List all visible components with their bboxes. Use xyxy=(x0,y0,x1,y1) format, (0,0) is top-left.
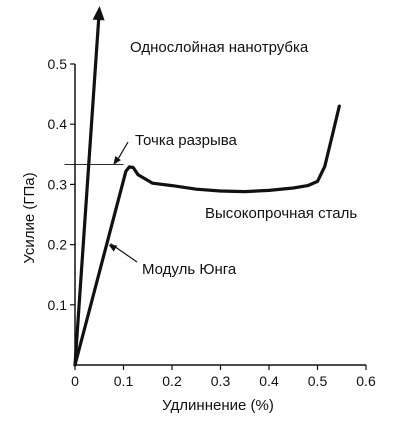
x-tick-label: 0.1 xyxy=(114,373,134,389)
x-tick-label: 0.5 xyxy=(308,373,328,389)
y-tick-label: 0.4 xyxy=(48,116,68,132)
x-axis-title: Удлиннение (%) xyxy=(162,397,274,414)
series-nanotube-arrowhead xyxy=(92,6,105,21)
annotation-pointer-arrowhead xyxy=(108,244,118,252)
x-tick-label: 0.2 xyxy=(162,373,182,389)
annotation-label: Однослойная нанотрубка xyxy=(130,39,309,56)
y-tick-label: 0.3 xyxy=(48,176,68,192)
series xyxy=(73,6,341,367)
y-axis-title: Усилие (ГПа) xyxy=(21,172,38,263)
x-tick-label: 0.6 xyxy=(356,373,376,389)
y-tick-label: 0.5 xyxy=(48,56,68,72)
annotations: Однослойная нанотрубка Точка разрыва Высок… xyxy=(64,39,357,278)
ticks: 0 0.1 0.2 0.3 0.4 0.5 0.6 0.1 0.2 0.3 0.4 0.5 xyxy=(48,56,376,389)
x-tick-label: 0.3 xyxy=(211,373,231,389)
y-tick-label: 0.1 xyxy=(48,297,68,313)
annotation-pointer-arrowhead xyxy=(113,156,121,165)
x-tick-label: 0.4 xyxy=(259,373,279,389)
series-nanotube-line xyxy=(73,14,101,367)
annotation-label: Модуль Юнга xyxy=(142,261,237,278)
y-tick-label: 0.2 xyxy=(48,237,68,253)
annotation-label: Точка разрыва xyxy=(135,132,238,149)
annotation-label: Высокопрочная сталь xyxy=(205,205,357,222)
x-tick-label: 0 xyxy=(71,373,79,389)
series-steel-line xyxy=(73,104,341,367)
